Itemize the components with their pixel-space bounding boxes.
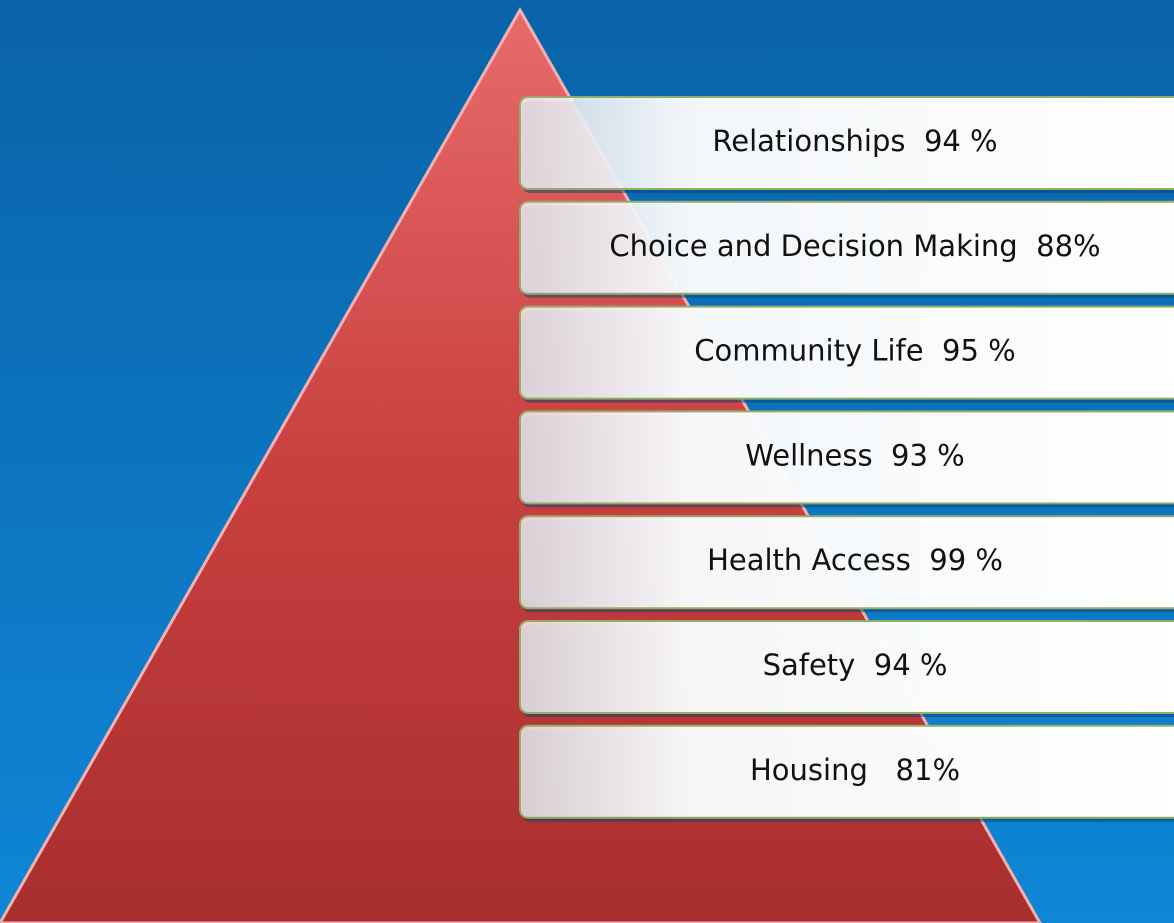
item-label: Safety 94 % [763,648,948,682]
item-list: Relationships 94 % Choice and Decision Ma… [519,96,1174,822]
item-box [519,724,1174,819]
item-box [519,620,1174,714]
item-box [519,96,1174,190]
item-box [519,410,1174,505]
item-box [519,515,1174,610]
item-label: Housing 81% [750,753,960,787]
item-box [519,305,1174,400]
item-label: Wellness 93 % [745,438,964,472]
item-box [519,200,1174,295]
item-label: Choice and Decision Making 88% [609,229,1100,263]
item-label: Health Access 99 % [707,543,1003,577]
item-label: Community Life 95 % [694,334,1015,368]
item-label: Relationships 94 % [712,124,997,158]
